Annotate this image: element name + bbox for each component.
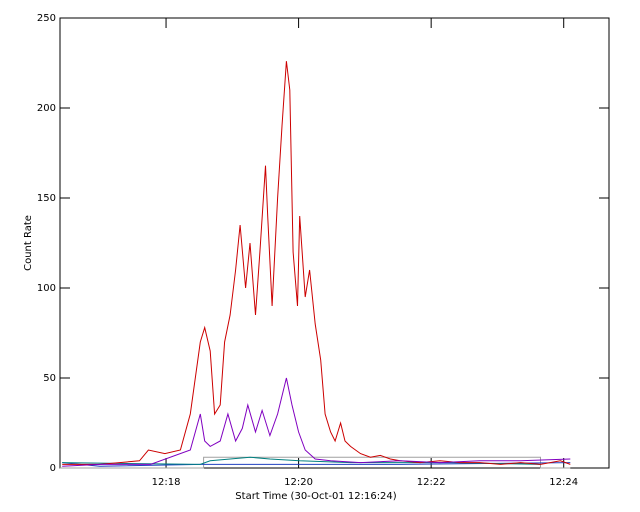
y-tick-label: 150 [37, 193, 56, 204]
x-tick-label: 12:18 [152, 477, 181, 488]
y-tick-label: 50 [43, 373, 56, 384]
x-tick-label: 12:22 [417, 477, 446, 488]
x-axis-label: Start Time (30-Oct-01 12:16:24) [235, 491, 396, 502]
x-tick-label: 12:24 [549, 477, 578, 488]
y-tick-label: 250 [37, 13, 56, 24]
series-line [62, 61, 571, 465]
x-tick-label: 12:20 [284, 477, 313, 488]
plot-frame [59, 17, 610, 469]
y-tick-label: 200 [37, 103, 56, 114]
y-axis-label: Count Rate [23, 215, 34, 271]
y-tick-label: 100 [37, 283, 56, 294]
series-line [62, 377, 571, 467]
y-tick-label: 0 [50, 463, 56, 474]
